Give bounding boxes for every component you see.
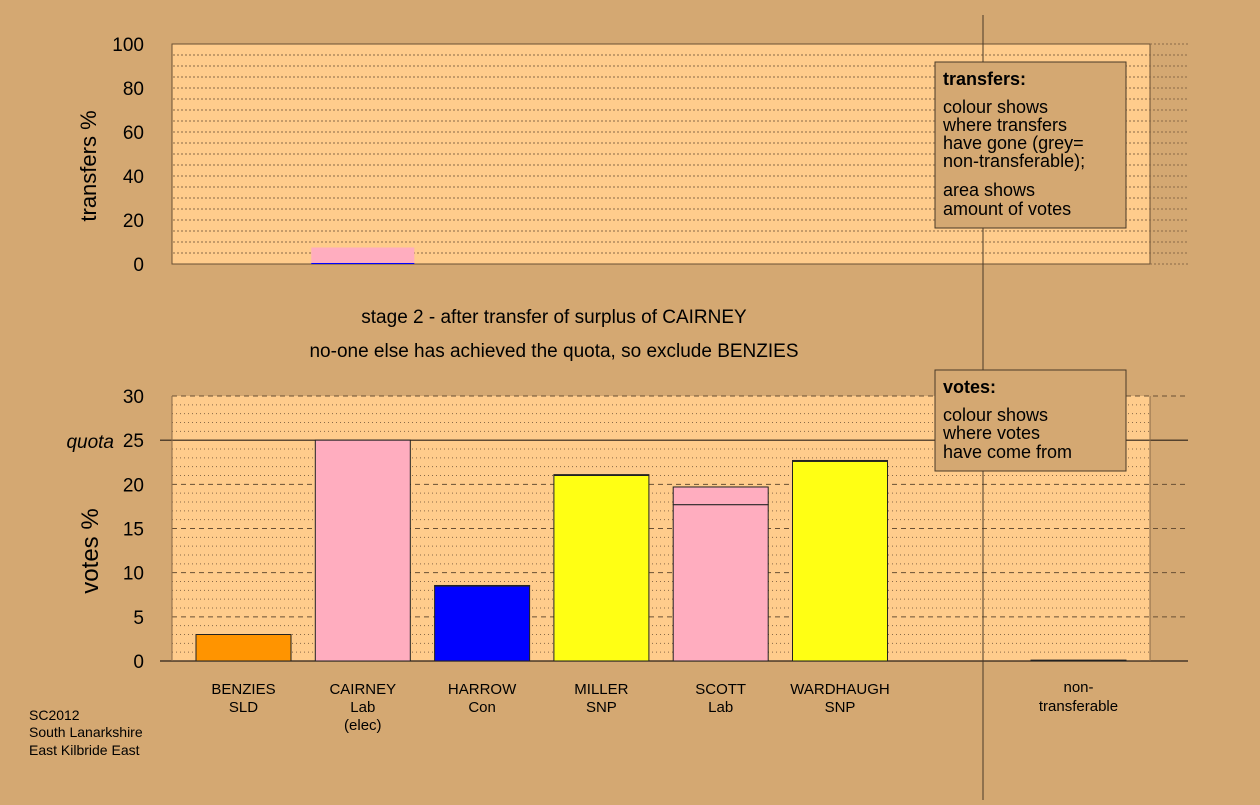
votes-y-ticks: 0 5 10 15 20 25 30 xyxy=(123,387,144,673)
candidate-name: SCOTT xyxy=(695,681,746,698)
votes-legend-box xyxy=(934,369,1127,472)
votes-y-tick-label: 5 xyxy=(133,608,144,629)
stage-description: stage 2 - after transfer of surplus of C… xyxy=(361,307,747,328)
transfers-legend: transfers: colour shows where transfers … xyxy=(934,61,1127,229)
vote-bar-segment xyxy=(792,460,888,662)
candidate-name: CAIRNEY xyxy=(329,681,396,698)
transfers-legend-line: colour shows xyxy=(943,97,1048,117)
votes-legend: votes: colour shows where votes have com… xyxy=(934,369,1127,472)
transfers-y-tick-label: 20 xyxy=(123,211,144,232)
transfers-y-ticks: 0 20 40 60 80 100 xyxy=(112,35,144,276)
vote-bar-segment xyxy=(434,585,531,662)
vote-bar-segment xyxy=(1030,659,1127,662)
transfers-legend-line: where transfers xyxy=(942,115,1067,135)
vote-bar-segment xyxy=(553,474,650,477)
vote-bar-segment xyxy=(434,584,531,587)
footer-year: SC2012 xyxy=(29,707,80,723)
candidate-party: SNP xyxy=(586,699,617,716)
nontransferable-label-line: transferable xyxy=(1039,698,1118,715)
candidate-party: SNP xyxy=(825,699,856,716)
votes-y-tick-label: 20 xyxy=(123,475,144,496)
votes-legend-line: have come from xyxy=(943,442,1072,462)
transfers-bars xyxy=(311,247,415,264)
votes-y-axis-label: votes % xyxy=(77,508,104,593)
votes-y-tick-label: 30 xyxy=(123,387,144,408)
transfers-legend-title: transfers: xyxy=(943,69,1026,89)
candidate-name: HARROW xyxy=(448,681,517,698)
votes-bars xyxy=(195,439,1127,662)
transfers-y-tick-label: 100 xyxy=(112,35,144,56)
nontransferable-label-line: non- xyxy=(1063,679,1093,696)
vote-bar-segment xyxy=(672,504,769,662)
nontransferable-label: non-transferable xyxy=(1039,679,1118,715)
votes-legend-line: where votes xyxy=(942,423,1040,443)
votes-y-tick-label: 10 xyxy=(123,564,144,585)
transfers-y-tick-label: 0 xyxy=(133,255,144,276)
candidate-status: (elec) xyxy=(344,717,382,734)
transfers-y-tick-label: 40 xyxy=(123,167,144,188)
transfers-legend-line: have gone (grey= xyxy=(943,133,1084,153)
candidate-name: BENZIES xyxy=(211,681,275,698)
vote-bar-segment xyxy=(314,439,411,662)
vote-bar-segment xyxy=(792,459,888,462)
candidate-party: Con xyxy=(468,699,496,716)
transfers-y-axis-label: transfers % xyxy=(76,110,101,221)
votes-y-tick-label: 25 xyxy=(123,431,144,452)
votes-y-tick-label: 0 xyxy=(133,652,144,673)
vote-bar-segment xyxy=(672,486,769,506)
transfers-y-tick-label: 60 xyxy=(123,123,144,144)
vote-bar-segment xyxy=(553,475,650,662)
quota-label: quota xyxy=(66,432,114,453)
transfers-legend-line: non-transferable); xyxy=(943,151,1085,171)
transfer-bar-segment xyxy=(311,262,415,264)
transfers-legend-line: amount of votes xyxy=(943,199,1071,219)
candidate-name: WARDHAUGH xyxy=(790,681,889,698)
exclusion-note: no-one else has achieved the quota, so e… xyxy=(309,341,798,362)
transfer-bar-segment xyxy=(311,247,415,263)
transfers-legend-box xyxy=(934,61,1127,229)
candidate-party: Lab xyxy=(708,699,733,716)
transfers-y-tick-label: 80 xyxy=(123,79,144,100)
votes-y-tick-label: 15 xyxy=(123,520,144,541)
candidate-party: SLD xyxy=(229,699,258,716)
votes-legend-title: votes: xyxy=(943,377,996,397)
candidate-labels: BENZIESSLDCAIRNEYLab(elec)HARROWConMILLE… xyxy=(211,681,889,734)
candidate-name: MILLER xyxy=(574,681,628,698)
transfers-legend-line: area shows xyxy=(943,180,1035,200)
votes-legend-line: colour shows xyxy=(943,405,1048,425)
vote-bar-segment xyxy=(195,634,292,662)
footer-ward: East Kilbride East xyxy=(29,742,140,758)
footer-council: South Lanarkshire xyxy=(29,724,143,740)
candidate-party: Lab xyxy=(350,699,375,716)
